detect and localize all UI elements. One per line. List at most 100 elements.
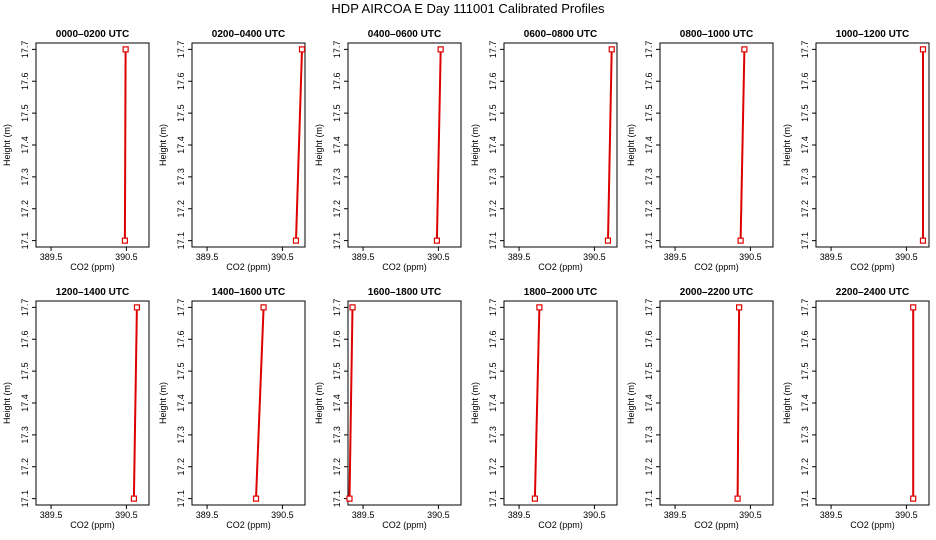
y-tick-label: 17.2 [488, 458, 498, 476]
y-axis-label: Height (m) [470, 382, 480, 424]
plot-frame [659, 42, 774, 248]
y-tick-label: 17.6 [176, 72, 186, 90]
data-point-marker [122, 46, 129, 53]
panel-5: 0800–1000 UTC 389.5 390.5 17.1 17.2 17.3 17.4 1… [626, 29, 774, 272]
profile-line [736, 307, 741, 499]
panel-9: 1600–1800 UTC 389.5 390.5 17.1 17.2 17.3 17.4 1… [314, 287, 462, 530]
x-axis-label: CO2 (ppm) [70, 520, 115, 530]
y-tick-label: 17.5 [20, 104, 30, 122]
y-tick-label: 17.1 [20, 232, 30, 250]
y-tick-label: 17.7 [20, 41, 30, 59]
y-tick-label: 17.4 [644, 136, 654, 154]
y-tick-label: 17.7 [332, 41, 342, 59]
panel-title: 2200–2400 UTC [836, 287, 909, 298]
data-point-marker [536, 304, 543, 311]
data-point-marker [437, 46, 444, 53]
y-tick-label: 17.3 [332, 426, 342, 444]
y-tick-label: 17.2 [800, 458, 810, 476]
x-axis-label: CO2 (ppm) [694, 262, 739, 272]
y-tick-label: 17.4 [176, 394, 186, 412]
profile-line [607, 49, 613, 241]
panel-1: 0000–0200 UTC 389.5 390.5 17.1 17.2 17.3 17.4 1… [2, 29, 150, 272]
x-axis-label: CO2 (ppm) [694, 520, 739, 530]
profile-line [435, 49, 442, 241]
y-tick-label: 17.1 [332, 232, 342, 250]
y-tick-label: 17.5 [644, 104, 654, 122]
x-axis-label: CO2 (ppm) [382, 262, 427, 272]
data-point-marker [531, 495, 538, 502]
y-tick-label: 17.1 [800, 490, 810, 508]
y-tick-label: 17.7 [644, 41, 654, 59]
y-tick-label: 17.2 [20, 458, 30, 476]
x-tick-label: 389.5 [352, 252, 375, 262]
data-point-marker [292, 237, 300, 244]
y-tick-label: 17.3 [488, 426, 498, 444]
data-point-marker [919, 46, 927, 53]
y-tick-label: 17.5 [176, 362, 186, 380]
profile-line [739, 49, 746, 241]
y-tick-label: 17.6 [488, 72, 498, 90]
y-tick-label: 17.4 [332, 394, 342, 412]
data-point-marker [433, 237, 440, 244]
panel-title: 0800–1000 UTC [680, 29, 753, 40]
y-tick-label: 17.3 [20, 168, 30, 186]
x-tick-label: 389.5 [508, 252, 531, 262]
panel-title: 0200–0400 UTC [212, 29, 285, 40]
panel-title: 0600–0800 UTC [524, 29, 597, 40]
profile-line [295, 49, 303, 241]
y-tick-label: 17.5 [488, 362, 498, 380]
y-tick-label: 17.2 [800, 200, 810, 218]
plot-frame [503, 42, 618, 248]
x-tick-label: 390.5 [583, 510, 606, 520]
panel-4: 0600–0800 UTC 389.5 390.5 17.1 17.2 17.3 17.4 1… [470, 29, 618, 272]
y-tick-label: 17.2 [332, 200, 342, 218]
y-axis-label: Height (m) [782, 382, 792, 424]
plot-frame [347, 300, 462, 506]
figure-title: HDP AIRCOA E Day 111001 Calibrated Profi… [331, 1, 605, 16]
y-axis-label: Height (m) [782, 124, 792, 166]
x-axis-label: CO2 (ppm) [70, 262, 115, 272]
y-tick-label: 17.1 [488, 490, 498, 508]
x-axis-label: CO2 (ppm) [850, 262, 895, 272]
y-tick-label: 17.1 [644, 232, 654, 250]
y-tick-label: 17.6 [800, 330, 810, 348]
y-tick-label: 17.7 [488, 41, 498, 59]
y-tick-label: 17.2 [644, 200, 654, 218]
y-tick-label: 17.1 [332, 490, 342, 508]
y-tick-label: 17.1 [800, 232, 810, 250]
y-tick-label: 17.3 [800, 426, 810, 444]
y-axis-label: Height (m) [158, 124, 168, 166]
panel-2: 0200–0400 UTC 389.5 390.5 17.1 17.2 17.3 17.4 1… [158, 29, 306, 272]
y-tick-label: 17.1 [488, 232, 498, 250]
plot-frame [191, 42, 306, 248]
y-tick-label: 17.6 [800, 72, 810, 90]
y-tick-label: 17.5 [332, 104, 342, 122]
y-tick-label: 17.6 [488, 330, 498, 348]
panel-10: 1800–2000 UTC 389.5 390.5 17.1 17.2 17.3 17.4 1… [470, 287, 618, 530]
panel-title: 0000–0200 UTC [56, 29, 129, 40]
x-tick-label: 390.5 [115, 252, 138, 262]
y-tick-label: 17.5 [332, 362, 342, 380]
x-axis-label: CO2 (ppm) [226, 262, 271, 272]
y-tick-label: 17.1 [176, 232, 186, 250]
x-tick-label: 389.5 [508, 510, 531, 520]
y-tick-label: 17.7 [800, 41, 810, 59]
panel-title: 0400–0600 UTC [368, 29, 441, 40]
data-point-marker [130, 495, 138, 502]
y-tick-label: 17.2 [488, 200, 498, 218]
plot-frame [815, 42, 930, 248]
data-point-marker [608, 46, 615, 53]
data-point-marker [734, 495, 741, 502]
y-tick-label: 17.7 [20, 299, 30, 317]
panel-title: 1800–2000 UTC [524, 287, 597, 298]
data-point-marker [735, 304, 743, 311]
x-axis-label: CO2 (ppm) [382, 520, 427, 530]
panel-6: 1000–1200 UTC 389.5 390.5 17.1 17.2 17.3 17.4 1… [782, 29, 930, 272]
data-point-marker [298, 46, 306, 53]
x-tick-label: 389.5 [664, 510, 687, 520]
y-tick-label: 17.3 [800, 168, 810, 186]
x-tick-label: 389.5 [196, 510, 219, 520]
y-tick-label: 17.1 [20, 490, 30, 508]
y-tick-label: 17.4 [488, 394, 498, 412]
y-tick-label: 17.6 [176, 330, 186, 348]
